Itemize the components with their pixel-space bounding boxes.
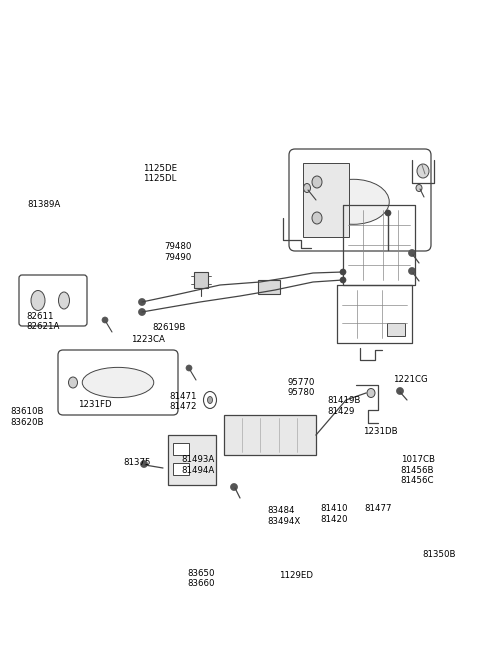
Text: 1231DB: 1231DB [363,427,397,436]
Text: 1231FD: 1231FD [78,400,112,409]
Ellipse shape [102,317,108,323]
Ellipse shape [416,185,422,191]
Text: 81375: 81375 [123,458,151,468]
Ellipse shape [139,309,145,316]
Ellipse shape [367,388,375,398]
Ellipse shape [340,269,346,275]
Bar [387,323,405,336]
Ellipse shape [396,388,404,394]
Ellipse shape [312,212,322,224]
Text: 79480
79490: 79480 79490 [164,242,192,262]
Text: 83484
83494X: 83484 83494X [268,506,301,526]
Text: 83650
83660: 83650 83660 [188,569,216,588]
Text: 81410
81420: 81410 81420 [321,504,348,524]
Text: 1017CB
81456B
81456C: 1017CB 81456B 81456C [401,455,435,485]
Bar [173,443,189,455]
Ellipse shape [186,365,192,371]
Ellipse shape [204,392,216,409]
Text: 83610B
83620B: 83610B 83620B [11,407,44,427]
Bar [173,463,189,475]
Ellipse shape [408,250,416,257]
Text: 81389A: 81389A [27,200,60,209]
FancyBboxPatch shape [19,275,87,326]
Ellipse shape [408,267,416,274]
Text: 82611
82621A: 82611 82621A [26,312,60,331]
Bar [303,163,348,237]
Text: 81493A
81494A: 81493A 81494A [181,455,215,475]
Ellipse shape [59,292,70,309]
Text: 95770
95780: 95770 95780 [288,378,315,398]
Ellipse shape [207,396,213,403]
Ellipse shape [230,483,238,491]
Text: 81350B: 81350B [422,550,456,559]
FancyBboxPatch shape [289,149,431,251]
Bar [258,280,280,294]
Text: 81471
81472: 81471 81472 [169,392,196,411]
Text: 81477: 81477 [365,504,392,514]
Ellipse shape [417,164,429,178]
Ellipse shape [318,179,389,224]
Ellipse shape [139,299,145,305]
Ellipse shape [31,291,45,310]
Text: 1221CG: 1221CG [393,375,427,384]
Text: 1129ED: 1129ED [279,571,313,580]
Bar [194,272,208,288]
Ellipse shape [141,460,147,468]
Ellipse shape [340,277,346,283]
FancyBboxPatch shape [58,350,178,415]
Bar [224,415,316,455]
Bar [168,435,216,485]
Ellipse shape [303,183,311,193]
Text: 81419B
81429: 81419B 81429 [327,396,361,416]
Text: 1223CA: 1223CA [131,335,165,345]
Ellipse shape [312,176,322,188]
Ellipse shape [385,210,391,216]
Text: 1125DE
1125DL: 1125DE 1125DL [143,164,177,183]
Ellipse shape [82,367,154,398]
Ellipse shape [69,377,77,388]
Text: 82619B: 82619B [153,323,186,332]
